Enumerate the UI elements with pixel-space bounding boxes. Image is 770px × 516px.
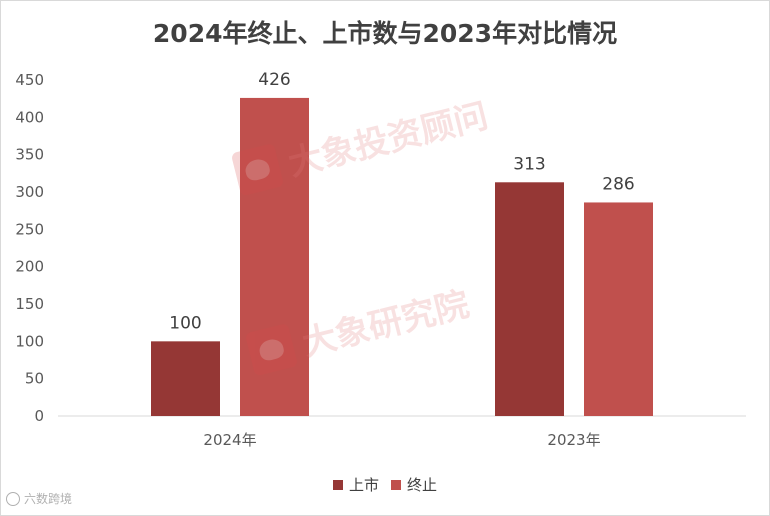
watermark-logo-icon-2 xyxy=(244,322,299,376)
legend-label-terminated: 终止 xyxy=(407,476,438,494)
footer-watermark-text: 六数跨境 xyxy=(24,492,73,506)
y-axis: 0 50 100 150 200 250 300 350 400 450 xyxy=(15,71,44,425)
bar-value-label: 286 xyxy=(602,174,634,194)
watermark-logo-icon xyxy=(230,142,285,196)
bar-terminated xyxy=(584,202,653,416)
y-tick-label: 400 xyxy=(15,108,44,126)
y-tick-label: 300 xyxy=(15,183,44,201)
bar-listing xyxy=(495,182,564,416)
y-tick-label: 50 xyxy=(25,370,44,388)
legend-item-terminated: 终止 xyxy=(391,474,437,495)
bar-listing xyxy=(151,341,220,416)
x-axis-labels: 2024年 2023年 xyxy=(203,431,600,449)
chart-title: 2024年终止、上市数与2023年对比情况 xyxy=(152,19,618,48)
legend: 上市 终止 xyxy=(0,474,770,495)
bar-value-label: 426 xyxy=(258,70,290,90)
y-tick-label: 250 xyxy=(15,220,44,238)
bar-value-label: 313 xyxy=(513,154,545,174)
bar-value-label: 100 xyxy=(169,313,201,333)
legend-swatch-listing xyxy=(332,479,343,490)
y-tick-label: 0 xyxy=(34,407,44,425)
legend-swatch-terminated xyxy=(391,479,401,490)
legend-item-listing: 上市 xyxy=(332,474,379,495)
legend-label-listing: 上市 xyxy=(348,476,379,494)
y-tick-label: 150 xyxy=(15,295,44,313)
footer-watermark: 六数跨境 xyxy=(6,490,72,507)
x-category-label: 2023年 xyxy=(547,431,600,449)
y-tick-label: 350 xyxy=(15,146,44,164)
x-category-label: 2024年 xyxy=(203,431,256,449)
y-tick-label: 200 xyxy=(15,258,44,276)
y-tick-label: 450 xyxy=(15,71,44,89)
y-tick-label: 100 xyxy=(15,332,44,350)
footer-logo-icon xyxy=(6,491,20,506)
